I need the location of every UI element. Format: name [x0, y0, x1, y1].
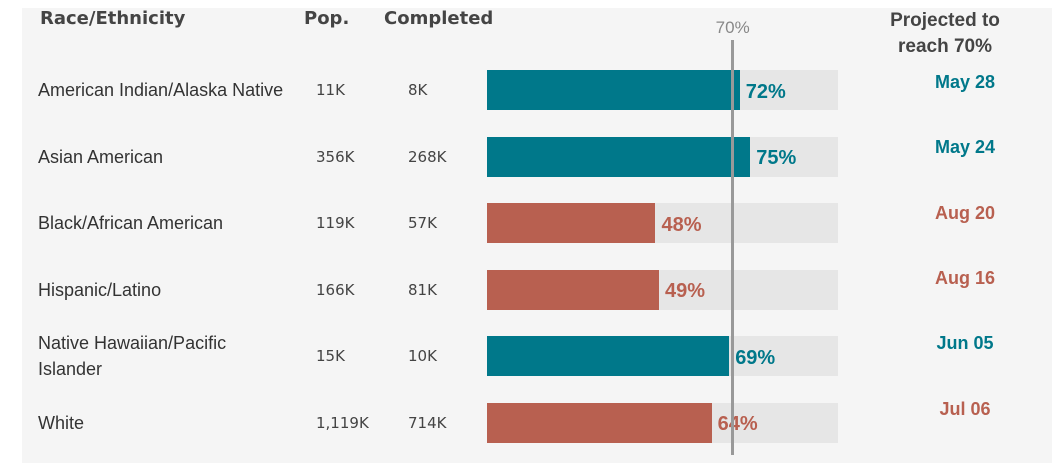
- completed-cell: 10K: [408, 347, 437, 365]
- bar: [487, 203, 656, 243]
- value-label: 69%: [735, 346, 776, 369]
- pop-cell: 166K: [316, 280, 355, 299]
- value-label: 72%: [745, 80, 786, 103]
- value-label: 64%: [717, 413, 758, 435]
- completed-cell: 81K: [408, 280, 437, 299]
- header-category: Race/Ethnicity: [40, 8, 186, 29]
- projected-date: Aug 16: [934, 267, 995, 288]
- category-label: Hispanic/Latino: [38, 279, 162, 300]
- header-pop: Pop.: [304, 8, 350, 29]
- pop-cell: 1,119K: [316, 413, 369, 432]
- header-projected: Projected to reach 70%: [890, 10, 1000, 57]
- category-label: Black/African American: [38, 213, 224, 233]
- completed-cell: 57K: [408, 214, 437, 232]
- pop-cell: 119K: [316, 214, 355, 232]
- completed-cell: 8K: [408, 81, 428, 99]
- reference-label: 70%: [715, 18, 750, 37]
- projected-date: Jun 05: [936, 333, 994, 354]
- reference-line: [731, 40, 735, 455]
- pop-cell: 356K: [316, 147, 355, 166]
- projected-date: May 24: [934, 137, 996, 158]
- projected-date: Aug 20: [934, 202, 995, 223]
- bar: [487, 70, 740, 110]
- completed-cell: 268K: [408, 147, 447, 166]
- pop-cell: 11K: [316, 81, 345, 99]
- bar: [487, 136, 751, 177]
- bar: [487, 269, 659, 310]
- completed-cell: 714K: [408, 413, 447, 432]
- projected-date: Jul 06: [939, 398, 991, 419]
- bar: [487, 402, 712, 443]
- projected-date: May 28: [934, 72, 996, 92]
- header-completed: Completed: [384, 8, 494, 29]
- value-label: 48%: [661, 213, 702, 236]
- category-label: White: [38, 412, 85, 433]
- category-label: Asian American: [38, 146, 164, 167]
- value-label: 75%: [756, 147, 797, 169]
- category-label: American Indian/Alaska Native: [38, 80, 284, 100]
- value-label: 49%: [664, 280, 706, 302]
- bar: [487, 336, 730, 376]
- pop-cell: 15K: [316, 347, 345, 365]
- category-label: Native Hawaiian/Pacific Islander: [38, 333, 227, 379]
